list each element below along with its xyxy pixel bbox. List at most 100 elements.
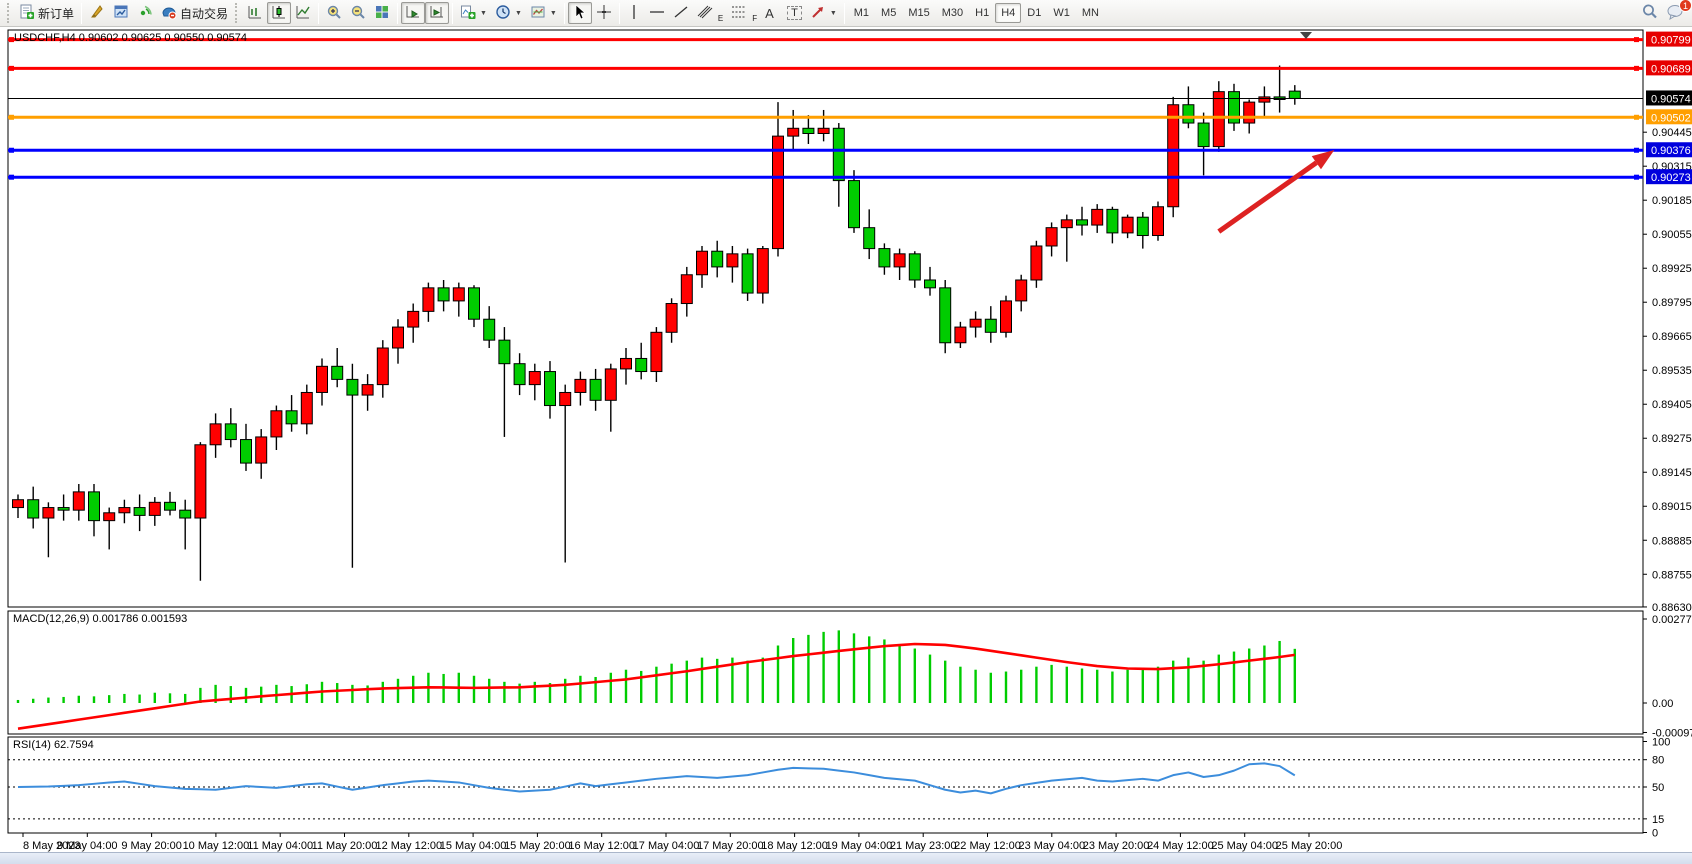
trendline-tool-button[interactable]: [669, 2, 693, 24]
zoom-in-button[interactable]: [322, 2, 346, 24]
candlestick-icon: [271, 4, 287, 23]
indicators-button[interactable]: ▼: [456, 2, 491, 24]
autotrading-button[interactable]: 自动交易: [157, 2, 232, 24]
arrows-tool-button[interactable]: ▼: [806, 2, 841, 24]
candlestick-chart-button[interactable]: [267, 2, 292, 24]
arrows-dropdown-arrow[interactable]: ▼: [829, 9, 837, 17]
auto-scroll-button[interactable]: [401, 2, 426, 24]
svg-text:50: 50: [1652, 782, 1664, 794]
horizontal-line-tool-button[interactable]: [645, 2, 669, 24]
svg-text:0.90574: 0.90574: [1651, 93, 1691, 105]
line-anchor-marker[interactable]: [1634, 114, 1639, 120]
price-badge: [1646, 169, 1692, 185]
svg-text:11 May 04:00: 11 May 04:00: [247, 840, 313, 852]
candle-body: [1015, 279, 1028, 302]
line-anchor-marker[interactable]: [9, 174, 14, 180]
crosshair-icon: [596, 4, 612, 23]
label-tool-button[interactable]: T: [783, 2, 806, 24]
timeframe-button-h4[interactable]: H4: [995, 3, 1022, 23]
candle-body: [726, 253, 739, 268]
toolbar-grip[interactable]: [235, 3, 240, 23]
line-anchor-marker[interactable]: [9, 147, 14, 153]
bar-chart-button[interactable]: [243, 2, 267, 24]
svg-text:25 May 20:00: 25 May 20:00: [1276, 840, 1343, 852]
chart-shift-icon: [429, 4, 445, 23]
timeframe-button-w1[interactable]: W1: [1053, 7, 1070, 19]
timeframe-button-h1[interactable]: H1: [975, 7, 990, 19]
svg-text:19 May 04:00: 19 May 04:00: [826, 840, 893, 852]
candle-body: [361, 384, 374, 396]
templates-icon: [530, 4, 546, 23]
trend-arrow-object[interactable]: [1217, 160, 1318, 234]
svg-text:0.89535: 0.89535: [1652, 365, 1692, 377]
timeframe-button-d1[interactable]: D1: [1027, 7, 1042, 19]
vertical-line-tool-button[interactable]: [623, 2, 645, 24]
timeframe-button-mn[interactable]: MN: [1081, 7, 1099, 19]
trend-arrow-head[interactable]: [1311, 149, 1335, 170]
tile-windows-button[interactable]: [370, 2, 394, 24]
notifications-button[interactable]: 1: [1662, 0, 1692, 24]
svg-text:0.88630: 0.88630: [1652, 602, 1692, 614]
svg-text:0.89925: 0.89925: [1652, 263, 1692, 275]
candle-body: [468, 287, 480, 320]
line-anchor-marker[interactable]: [9, 65, 14, 71]
timeframe-button-m30[interactable]: M30: [941, 7, 964, 19]
line-anchor-marker[interactable]: [9, 37, 14, 43]
cursor-tool-button[interactable]: [567, 2, 592, 24]
line-anchor-marker[interactable]: [1634, 174, 1639, 180]
candle-body: [194, 444, 207, 519]
candle-body: [255, 436, 268, 464]
svg-text:18 May 12:00: 18 May 12:00: [761, 840, 828, 852]
candle-body: [772, 135, 784, 250]
metaeditor-button[interactable]: [85, 2, 109, 24]
candle-body: [1030, 245, 1043, 281]
periods-dropdown-arrow[interactable]: ▼: [514, 9, 522, 17]
templates-button[interactable]: ▼: [526, 2, 561, 24]
cursor-arrow-icon: [572, 3, 588, 23]
new-order-button[interactable]: 新订单: [15, 2, 78, 24]
candle-body: [209, 423, 222, 446]
timeframe-button-m15[interactable]: M15: [908, 7, 930, 19]
candle-body: [878, 248, 891, 268]
line-anchor-marker[interactable]: [1634, 37, 1639, 43]
periods-button[interactable]: ▼: [491, 2, 526, 24]
line-chart-button[interactable]: [291, 2, 315, 24]
arrows-tool-icon: [810, 4, 826, 23]
line-anchor-marker[interactable]: [9, 114, 14, 120]
candle-body: [1197, 122, 1210, 148]
crosshair-tool-button[interactable]: [592, 2, 616, 24]
line-anchor-marker[interactable]: [1634, 147, 1639, 153]
zoom-out-icon: [350, 4, 366, 23]
indicators-dropdown-arrow[interactable]: ▼: [480, 9, 487, 17]
svg-text:9 May 04:00: 9 May 04:00: [57, 840, 118, 852]
zoom-out-button[interactable]: [346, 2, 370, 24]
price-axis[interactable]: 0.904450.903150.901850.900550.899250.897…: [1643, 31, 1692, 614]
fibonacci-icon: [731, 4, 749, 23]
timeframe-button-m1[interactable]: M1: [853, 7, 870, 19]
svg-text:0.90502: 0.90502: [1651, 112, 1691, 124]
line-anchor-marker[interactable]: [1634, 65, 1639, 71]
chart-shift-marker[interactable]: [1300, 32, 1312, 39]
signals-button[interactable]: [133, 2, 157, 24]
candle-body: [696, 250, 708, 276]
toolbar-separator: [843, 2, 845, 24]
svg-text:0.90273: 0.90273: [1651, 172, 1691, 184]
chart-title: USDCHF,H4 0.90602 0.90625 0.90550 0.9057…: [14, 32, 248, 44]
candle-body: [939, 287, 952, 344]
candle-body: [407, 310, 420, 328]
timeframe-button-m5[interactable]: M5: [881, 7, 897, 19]
text-tool-button[interactable]: A: [761, 2, 783, 24]
candle-body: [635, 357, 648, 373]
svg-text:24 May 12:00: 24 May 12:00: [1147, 840, 1214, 852]
channel-tool-button[interactable]: E: [693, 2, 727, 24]
candle-body: [1243, 101, 1256, 124]
chart-shift-button[interactable]: [425, 2, 450, 24]
search-button[interactable]: [1637, 2, 1662, 24]
new-chart-button[interactable]: [109, 2, 133, 24]
fibonacci-tool-button[interactable]: F: [727, 2, 761, 24]
toolbar-grip[interactable]: [7, 3, 12, 23]
candle-body: [984, 318, 997, 333]
templates-dropdown-arrow[interactable]: ▼: [549, 9, 557, 17]
